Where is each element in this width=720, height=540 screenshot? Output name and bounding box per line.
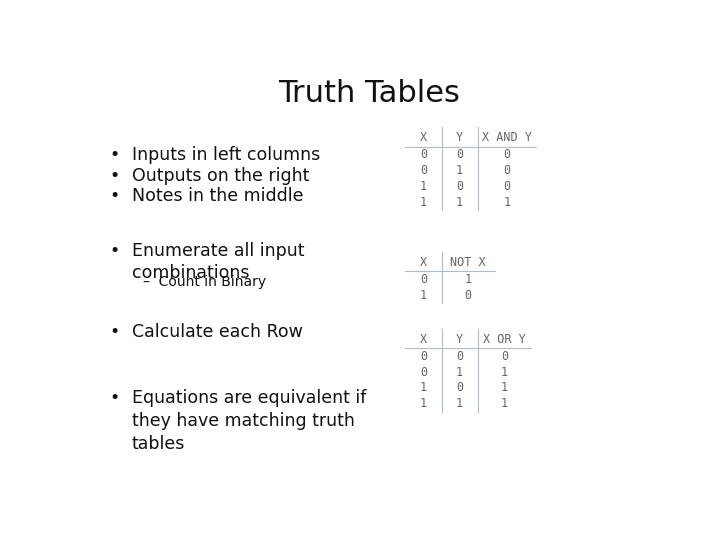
Text: 1: 1	[456, 195, 463, 208]
Text: 0: 0	[420, 273, 427, 286]
Text: 0: 0	[456, 350, 463, 363]
Text: X OR Y: X OR Y	[483, 333, 526, 346]
Text: 1: 1	[503, 195, 510, 208]
Text: 0: 0	[456, 148, 463, 161]
Text: NOT X: NOT X	[450, 256, 486, 269]
Text: •: •	[109, 322, 120, 341]
Text: 0: 0	[456, 381, 463, 394]
Text: 1: 1	[420, 180, 427, 193]
Text: 1: 1	[456, 397, 463, 410]
Text: •: •	[109, 241, 120, 260]
Text: Y: Y	[456, 131, 463, 145]
Text: Enumerate all input
combinations: Enumerate all input combinations	[132, 241, 305, 282]
Text: 1: 1	[500, 381, 508, 394]
Text: Calculate each Row: Calculate each Row	[132, 322, 302, 341]
Text: 1: 1	[456, 366, 463, 379]
Text: 0: 0	[503, 180, 510, 193]
Text: 0: 0	[500, 350, 508, 363]
Text: 1: 1	[464, 273, 472, 286]
Text: Inputs in left columns: Inputs in left columns	[132, 146, 320, 164]
Text: 1: 1	[420, 397, 427, 410]
Text: •: •	[109, 389, 120, 407]
Text: Outputs on the right: Outputs on the right	[132, 167, 309, 185]
Text: 0: 0	[420, 350, 427, 363]
Text: 0: 0	[503, 164, 510, 177]
Text: 1: 1	[500, 397, 508, 410]
Text: •: •	[109, 187, 120, 205]
Text: 0: 0	[420, 148, 427, 161]
Text: •: •	[109, 146, 120, 164]
Text: •: •	[109, 167, 120, 185]
Text: 1: 1	[420, 381, 427, 394]
Text: 1: 1	[420, 195, 427, 208]
Text: 0: 0	[503, 148, 510, 161]
Text: 1: 1	[420, 289, 427, 302]
Text: –  Count in Binary: – Count in Binary	[143, 275, 266, 289]
Text: 0: 0	[464, 289, 472, 302]
Text: X: X	[420, 256, 427, 269]
Text: X: X	[420, 131, 427, 145]
Text: 0: 0	[420, 164, 427, 177]
Text: Truth Tables: Truth Tables	[278, 79, 460, 109]
Text: X: X	[420, 333, 427, 346]
Text: Y: Y	[456, 333, 463, 346]
Text: 0: 0	[420, 366, 427, 379]
Text: 1: 1	[500, 366, 508, 379]
Text: Notes in the middle: Notes in the middle	[132, 187, 303, 205]
Text: X AND Y: X AND Y	[482, 131, 532, 145]
Text: 0: 0	[456, 180, 463, 193]
Text: 1: 1	[456, 164, 463, 177]
Text: Equations are equivalent if
they have matching truth
tables: Equations are equivalent if they have ma…	[132, 389, 366, 453]
